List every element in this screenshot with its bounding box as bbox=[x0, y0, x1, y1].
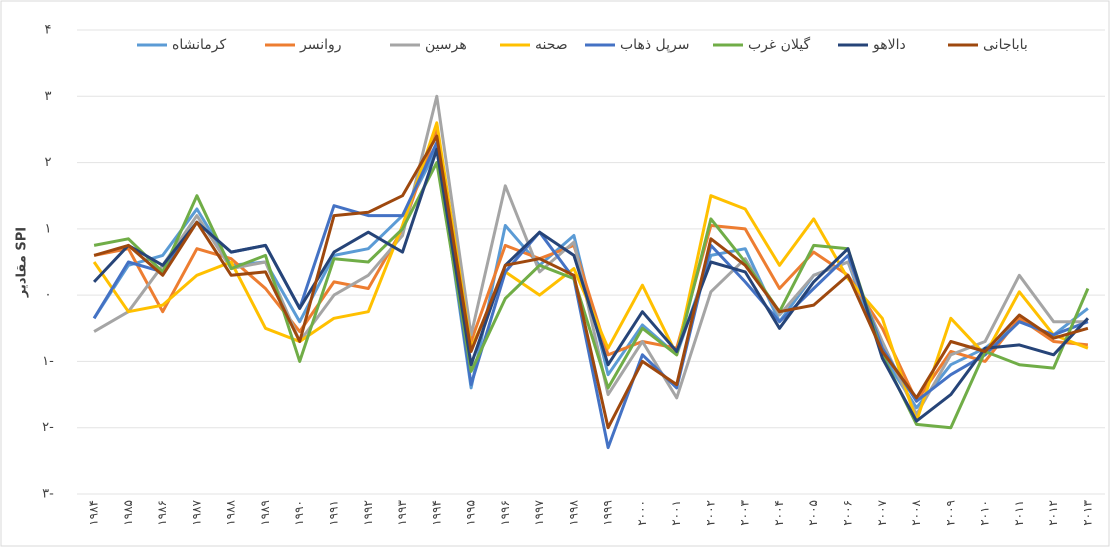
x-tick-label: ۱۹۹۰ bbox=[292, 500, 306, 526]
y-tick-label: ۲- bbox=[42, 420, 54, 435]
x-tick-label: ۱۹۹۵ bbox=[464, 500, 478, 526]
x-tick-label: ۱۹۹۳ bbox=[395, 499, 409, 525]
x-tick-label: ۲۰۱۰ bbox=[978, 500, 992, 526]
x-tick-label: ۲۰۰۰ bbox=[635, 500, 649, 526]
legend-label: روانسر bbox=[299, 37, 342, 53]
x-tick-label: ۱۹۹۴ bbox=[429, 500, 443, 526]
x-tick-label: ۲۰۰۲ bbox=[703, 500, 717, 526]
x-tick-label: ۱۹۹۲ bbox=[361, 500, 375, 526]
legend-label: سرپل ذهاب bbox=[620, 37, 689, 53]
legend-label: باباجانی bbox=[983, 37, 1028, 53]
legend-label: صحنه bbox=[535, 37, 568, 53]
x-tick-label: ۱۹۹۷ bbox=[532, 499, 546, 525]
x-tick-label: ۱۹۸۷ bbox=[189, 499, 203, 525]
y-tick-label: ۳ bbox=[45, 89, 52, 104]
x-tick-label: ۱۹۸۴ bbox=[87, 500, 101, 526]
data-line bbox=[93, 147, 1089, 423]
y-tick-label: ۱ bbox=[45, 221, 52, 236]
y-tick-label: ۲ bbox=[45, 155, 52, 170]
x-tick-label: ۱۹۹۸ bbox=[566, 499, 580, 525]
x-tick-label: ۱۹۹۹ bbox=[601, 500, 615, 526]
x-tick-label: ۱۹۹۱ bbox=[327, 500, 341, 526]
x-tick-label: ۲۰۱۳ bbox=[1080, 499, 1094, 525]
legend-label: هرسین bbox=[425, 37, 467, 53]
x-tick-label: ۲۰۰۹ bbox=[943, 500, 957, 526]
x-tick-label: ۲۰۰۶ bbox=[841, 500, 855, 526]
y-tick-label: ۰ bbox=[45, 288, 52, 303]
legend-label: دالاهو bbox=[872, 37, 906, 53]
x-tick-label: ۲۰۰۱ bbox=[669, 500, 683, 526]
x-tick-label: ۲۰۰۷ bbox=[875, 499, 889, 525]
y-tick-label: ۳- bbox=[42, 487, 54, 502]
x-tick-label: ۲۰۰۴ bbox=[772, 500, 786, 526]
x-tick-label: ۲۰۰۵ bbox=[806, 500, 820, 526]
x-tick-label: ۱۹۸۸ bbox=[224, 499, 238, 525]
data-line bbox=[93, 127, 1089, 403]
data-line bbox=[93, 161, 1090, 430]
x-tick-label: ۲۰۱۱ bbox=[1012, 500, 1026, 526]
x-tick-label: ۱۹۸۵ bbox=[121, 500, 135, 526]
data-line bbox=[93, 134, 1089, 430]
legend-label: گیلان غرب bbox=[748, 36, 811, 53]
legend-label: کرمانشاه bbox=[172, 37, 226, 53]
y-tick-label: ۴ bbox=[45, 23, 52, 38]
x-tick-label: ۱۹۸۹ bbox=[258, 500, 272, 526]
x-tick-label: ۲۰۰۳ bbox=[738, 499, 752, 525]
y-axis-title: مقادیر SPI bbox=[15, 227, 30, 298]
x-tick-label: ۲۰۱۲ bbox=[1046, 500, 1060, 526]
x-tick-label: ۱۹۹۶ bbox=[498, 500, 512, 526]
y-tick-label: ۱- bbox=[42, 354, 54, 369]
x-tick-label: ۱۹۸۶ bbox=[155, 500, 169, 526]
x-tick-label: ۲۰۰۸ bbox=[909, 499, 923, 525]
